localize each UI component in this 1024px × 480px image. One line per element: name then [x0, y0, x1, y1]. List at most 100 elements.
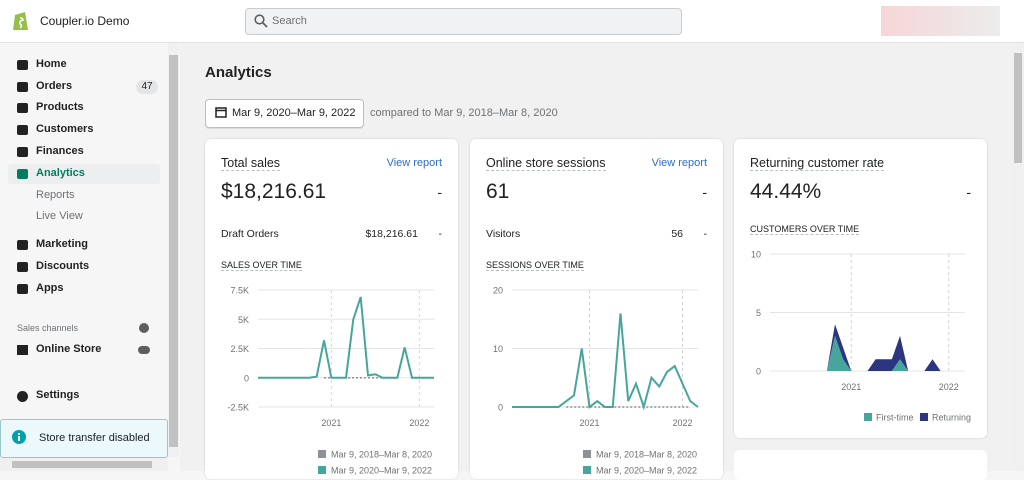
bottom-scrollbar [0, 458, 168, 471]
series-area [770, 324, 965, 371]
nav-item[interactable]: Live View [36, 210, 83, 222]
page-title: Analytics [205, 64, 272, 81]
card-value: $18,216.61 [221, 180, 327, 203]
nav-item[interactable]: Home [36, 58, 67, 70]
y-tick-label: 2.5K [230, 344, 249, 354]
nav-badge: 47 [136, 80, 158, 94]
chart-title: SESSIONS OVER TIME [486, 260, 584, 271]
y-tick-label: 10 [493, 344, 503, 354]
card [734, 450, 987, 480]
y-tick-label: 7.5K [230, 286, 249, 296]
x-tick-label: 2021 [579, 418, 599, 428]
info-icon [12, 430, 26, 444]
card-title: Returning customer rate [750, 156, 885, 171]
chart-title: CUSTOMERS OVER TIME [750, 224, 860, 235]
nav-item[interactable]: Settings [36, 389, 80, 401]
y-tick-label: 5 [756, 308, 761, 318]
account[interactable] [881, 6, 1000, 36]
card-change: - [702, 184, 707, 200]
search-placeholder: Search [272, 15, 307, 27]
nav-icon [17, 345, 28, 355]
y-tick-label: 10 [751, 250, 761, 260]
nav-icon [17, 240, 28, 250]
row-change: - [438, 228, 443, 240]
chart-title: SALES OVER TIME [221, 260, 302, 271]
compared-range: compared to Mar 9, 2018–Mar 8, 2020 [370, 107, 558, 119]
eye-icon[interactable] [138, 346, 150, 354]
store-name: Coupler.io Demo [40, 14, 130, 28]
nav-active-bg [8, 164, 160, 184]
nav-item[interactable]: Analytics [36, 167, 85, 179]
nav-item[interactable]: Customers [36, 123, 94, 135]
row-change: - [703, 228, 708, 240]
card-change: - [437, 184, 442, 200]
series-line [258, 296, 434, 379]
search-box[interactable] [245, 8, 682, 35]
add-channel[interactable] [139, 323, 149, 333]
y-tick-label: 0 [244, 373, 249, 383]
sidebar-scrollbar [168, 43, 179, 457]
nav-icon [17, 82, 28, 92]
legend-label: Mar 9, 2018–Mar 8, 2020 [596, 450, 697, 460]
legend-swatch [583, 450, 591, 458]
y-tick-label: 0 [498, 403, 503, 413]
view-report[interactable]: View report [651, 157, 707, 169]
legend-label: Mar 9, 2018–Mar 8, 2020 [331, 450, 432, 460]
card-value: 44.44% [750, 180, 822, 203]
row-label: Visitors [486, 228, 521, 240]
nav-icon [17, 103, 28, 113]
card-value: 61 [486, 180, 510, 203]
search-icon [254, 14, 268, 28]
card: Returning customer rate 44.44% - CUSTOMERS … [734, 139, 987, 438]
store-transfer [0, 419, 168, 458]
x-tick-label: 2021 [841, 382, 861, 392]
nav-item[interactable]: Apps [36, 282, 64, 294]
card: Total sales View report $18,216.61 - Draft O… [205, 139, 458, 479]
legend-label: First-time [876, 413, 914, 423]
x-tick-label: 2021 [321, 418, 341, 428]
nav-icon [17, 169, 28, 179]
nav-icon [17, 284, 28, 294]
nav-item[interactable]: Marketing [36, 238, 88, 250]
main-scrollbar [1012, 43, 1024, 471]
card-title: Total sales [221, 156, 281, 171]
nav-item[interactable]: Products [36, 101, 84, 113]
nav-icon [17, 60, 28, 70]
y-tick-label: 5K [238, 315, 249, 325]
card-change: - [966, 184, 971, 200]
nav-item[interactable]: Reports [36, 189, 75, 201]
x-tick-label: 2022 [409, 418, 429, 428]
card: Online store sessions View report 61 - Visit… [470, 139, 723, 479]
nav-item[interactable]: Orders [36, 80, 73, 92]
nav-item[interactable]: Online Store [36, 343, 102, 355]
x-tick-label: 2022 [939, 382, 959, 392]
legend-swatch [318, 466, 326, 474]
y-tick-label: -2.5K [227, 403, 249, 413]
nav-icon [17, 125, 28, 135]
legend-swatch [583, 466, 591, 474]
section-label: Sales channels [17, 323, 79, 333]
date-picker[interactable] [205, 99, 364, 128]
nav-item[interactable]: Finances [36, 145, 84, 157]
view-report[interactable]: View report [386, 157, 442, 169]
chart: 10 5 0 2021 2022 First-time Returning [751, 250, 971, 423]
legend-swatch [864, 413, 872, 421]
nav-item[interactable]: Discounts [36, 260, 90, 272]
row-label: Draft Orders [221, 228, 279, 240]
row-value: $18,216.61 [365, 228, 418, 240]
logo [13, 12, 28, 30]
nav-icon [17, 147, 28, 157]
legend-swatch [920, 413, 928, 421]
nav-icon [17, 391, 28, 402]
legend-swatch [318, 450, 326, 458]
y-tick-label: 20 [493, 286, 503, 296]
store-transfer-text: Store transfer disabled [39, 432, 150, 444]
calendar-icon [215, 107, 227, 118]
y-tick-label: 0 [756, 367, 761, 377]
legend-label: Returning [932, 413, 971, 423]
card-title: Online store sessions [486, 156, 606, 171]
chart: 7.5K 5K 2.5K 0 -2.5K 2021 2022 Mar 9, 2018–Mar … [227, 286, 434, 476]
series-line [512, 313, 699, 411]
